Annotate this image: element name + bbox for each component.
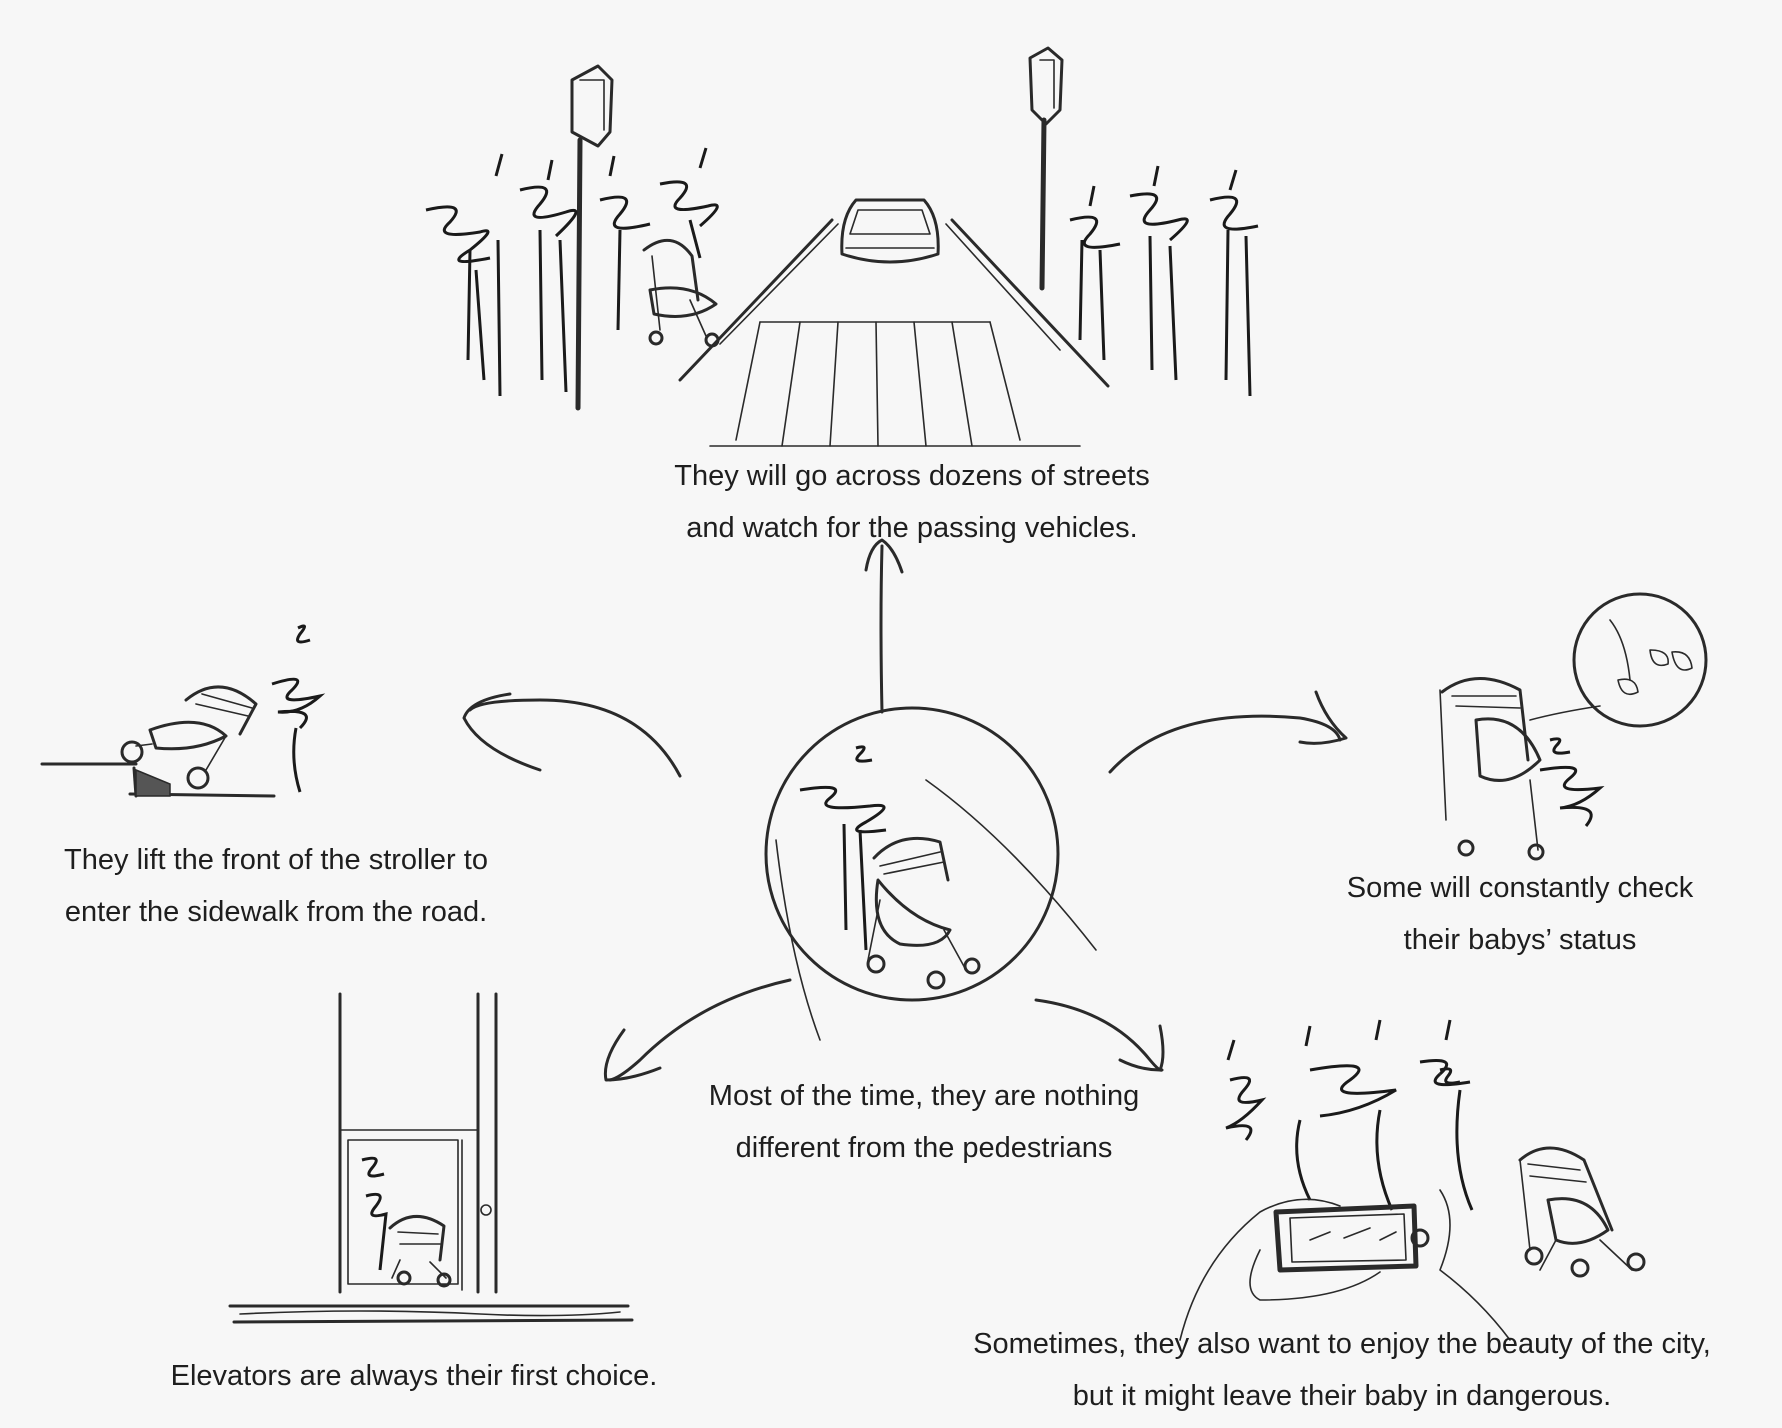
arrow-to-city-beauty [1034, 998, 1165, 1072]
arrow-to-streets [864, 538, 904, 714]
caption-sidewalk-line2: enter the sidewalk from the road. [64, 896, 488, 928]
arrow-to-check-status [1108, 690, 1348, 774]
caption-check-status: Some will constantly check their babys’ … [1347, 862, 1694, 966]
center-stroller-sketch [764, 706, 1097, 1041]
stroller-center-icon [866, 836, 981, 990]
trees-right [1069, 165, 1259, 397]
arrow-to-elevator [603, 978, 792, 1082]
caption-center-line2: different from the pedestrians [735, 1132, 1113, 1164]
street-sign-left [570, 64, 614, 411]
city-beauty-sketch [1179, 1019, 1646, 1341]
caption-check-status-line2: their babys’ status [1403, 924, 1637, 956]
stroller-elevator-icon [388, 1215, 452, 1288]
caption-sidewalk-line1: They lift the front of the stroller to [64, 844, 488, 876]
caption-streets: They will go across dozens of streets an… [674, 450, 1149, 554]
elevator-sketch [228, 992, 634, 1324]
caption-streets-line1: They will go across dozens of streets [674, 460, 1150, 492]
car-icon [840, 198, 940, 264]
caption-elevator-line1: Elevators are always their first choice. [170, 1360, 658, 1392]
stroller-tilted-icon [120, 685, 258, 790]
caption-city-beauty-line1: Sometimes, they also want to enjoy the b… [973, 1328, 1711, 1360]
phone-icon [1273, 1203, 1430, 1273]
stroller-city-icon [1518, 1146, 1646, 1278]
sidewalk-sketch [40, 624, 326, 798]
caption-streets-line2: and watch for the passing vehicles. [686, 512, 1138, 544]
caption-sidewalk: They lift the front of the stroller to e… [64, 834, 488, 938]
stroller-status-icon [1439, 677, 1545, 861]
caption-city-beauty-line2: but it might leave their baby in dangero… [1072, 1380, 1612, 1412]
stroller-street-icon [642, 239, 720, 348]
caption-center: Most of the time, they are nothing diffe… [709, 1070, 1139, 1174]
caption-city-beauty: Sometimes, they also want to enjoy the b… [973, 1318, 1711, 1422]
caption-center-line1: Most of the time, they are nothing [708, 1080, 1140, 1112]
caption-check-status-line1: Some will constantly check [1346, 872, 1694, 904]
trees-left [425, 147, 719, 397]
arrow-to-sidewalk [462, 692, 682, 778]
street-sign-right [1028, 46, 1064, 291]
street-scene-sketch [425, 46, 1259, 447]
check-status-sketch [1439, 592, 1708, 861]
caption-elevator: Elevators are always their first choice. [171, 1350, 658, 1402]
